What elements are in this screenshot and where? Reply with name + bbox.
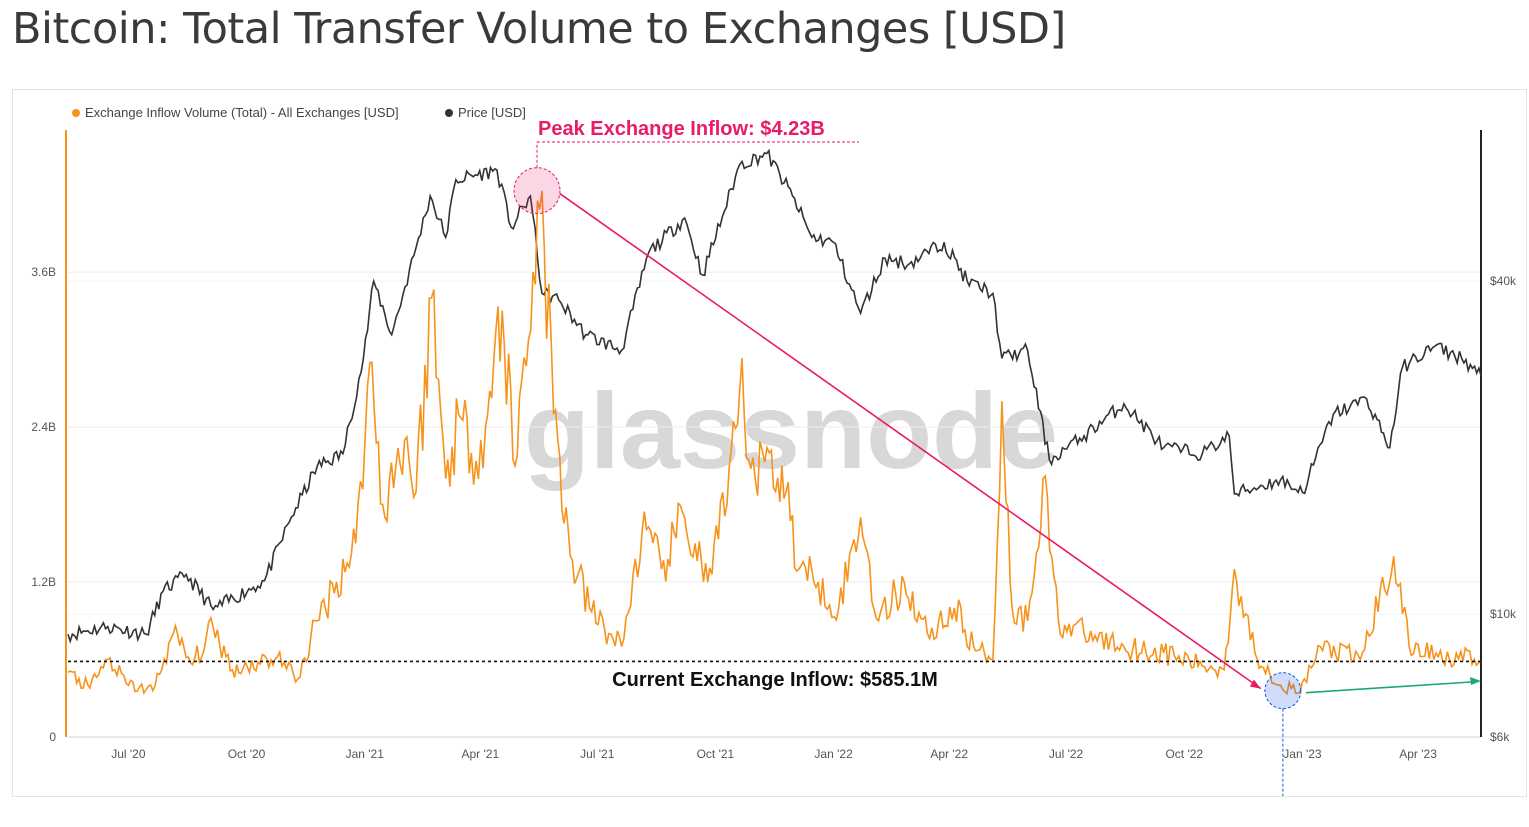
chart-frame: glassnode Exchange Inflow Volume (Total)… <box>12 89 1527 797</box>
watermark: glassnode <box>524 370 1058 491</box>
recovery-arrow-head <box>1470 677 1481 685</box>
x-tick-label: Apr '23 <box>1399 747 1437 761</box>
peak-marker <box>513 167 561 215</box>
trend-arrow-line <box>559 193 1262 690</box>
y-left-tick-label: 3.6B <box>31 265 56 279</box>
page-title: Bitcoin: Total Transfer Volume to Exchan… <box>12 4 1066 54</box>
annotation-layer: Current Exchange Inflow: $585.1M Peak Exc… <box>68 118 1481 796</box>
x-tick-label: Oct '22 <box>1165 747 1203 761</box>
x-tick-label: Jul '21 <box>580 747 615 761</box>
y-right-tick-label: $40k <box>1490 274 1517 288</box>
x-tick-label: Oct '21 <box>697 747 735 761</box>
x-tick-label: Jan '22 <box>814 747 853 761</box>
inflow-line <box>67 190 1482 696</box>
peak-label: Peak Exchange Inflow: $4.23B <box>538 118 825 140</box>
axes: 0 1.2B 2.4B 3.6B $6k $10k $40k Jul '20 Oct '20 Ja… <box>31 130 1517 761</box>
y-left-tick-label: 0 <box>49 730 56 744</box>
x-tick-label: Jan '21 <box>346 747 385 761</box>
x-tick-label: Jul '20 <box>111 747 146 761</box>
x-tick-label: Apr '22 <box>930 747 968 761</box>
y-left-tick-label: 1.2B <box>31 575 56 589</box>
chart: glassnode Exchange Inflow Volume (Total)… <box>31 105 1517 796</box>
recovery-arrow-line <box>1305 681 1472 694</box>
legend-label-inflow[interactable]: Exchange Inflow Volume (Total) - All Exc… <box>85 105 399 120</box>
minimum-marker <box>1264 672 1302 710</box>
legend-marker-price <box>445 109 453 117</box>
x-tick-label: Apr '21 <box>462 747 500 761</box>
legend-marker-inflow <box>72 109 80 117</box>
y-left-tick-label: 2.4B <box>31 420 56 434</box>
trend-arrow-head <box>1249 679 1261 689</box>
legend-label-price[interactable]: Price [USD] <box>458 105 526 120</box>
price-line <box>67 148 1482 644</box>
x-tick-label: Oct '20 <box>228 747 266 761</box>
series-layer <box>67 148 1482 696</box>
gridlines <box>68 271 1481 738</box>
x-tick-label: Jul '22 <box>1049 747 1084 761</box>
y-right-tick-label: $6k <box>1490 730 1510 744</box>
current-inflow-label: Current Exchange Inflow: $585.1M <box>612 669 938 691</box>
y-right-tick-label: $10k <box>1490 607 1517 621</box>
x-tick-label: Jan '23 <box>1283 747 1322 761</box>
